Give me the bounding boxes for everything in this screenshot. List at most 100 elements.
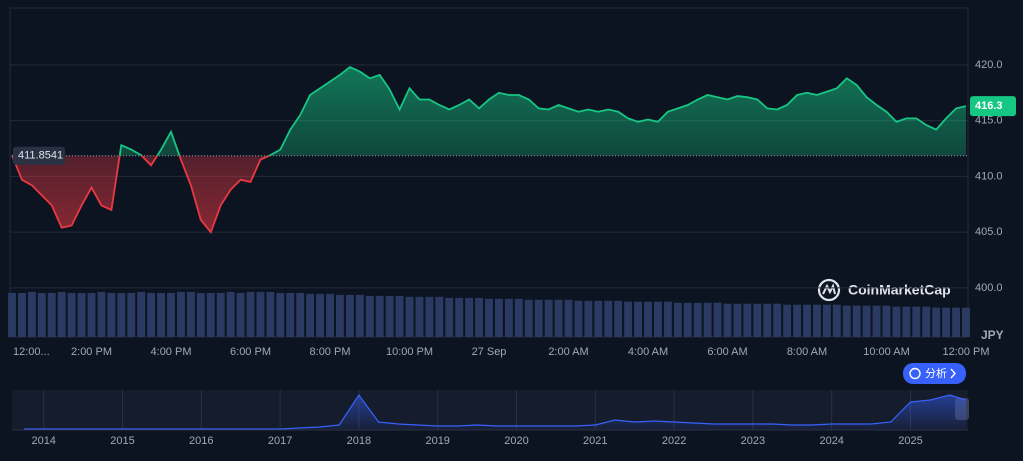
x-tick-label: 4:00 AM (628, 346, 668, 358)
volume-bar (733, 303, 742, 337)
volume-bar (365, 295, 374, 337)
x-tick-label: 12:00 PM (942, 346, 989, 358)
x-tick-label: 6:00 AM (707, 346, 747, 358)
navigator-line (24, 393, 967, 430)
navigator-tick-label: 2019 (425, 435, 449, 447)
volume-bar (932, 307, 941, 337)
volume-bar (852, 305, 861, 337)
volume-bar (236, 292, 245, 337)
volume-bar (822, 304, 831, 337)
volume-bar (654, 301, 662, 337)
volume-bar (803, 304, 811, 337)
volume-bar (504, 298, 513, 337)
volume-bar (584, 300, 593, 337)
price-line-up (11, 66, 967, 156)
volume-bar (872, 305, 881, 337)
volume-bar (385, 295, 394, 337)
x-tick-label: 10:00 PM (386, 346, 433, 358)
volume-bar (703, 302, 712, 337)
volume-bar (286, 292, 295, 337)
x-tick-label: 2:00 PM (71, 346, 112, 358)
price-tag (970, 96, 1016, 117)
navigator-tick-label: 2020 (504, 435, 528, 447)
navigator-background (12, 390, 968, 430)
volume-bar (47, 292, 56, 337)
volume-bar (157, 292, 165, 337)
volume-bar (912, 306, 921, 337)
volume-bar (892, 306, 901, 337)
button-label[interactable]: 分析 (925, 366, 947, 380)
volume-bar (87, 292, 96, 337)
navigator-tick-label: 2015 (110, 435, 134, 447)
baseline-label: 411.8541 (18, 150, 63, 162)
volume-bar (773, 303, 782, 337)
volume-bar (952, 307, 960, 337)
volume-bar (57, 291, 66, 337)
brand-label: CoinMarketCap (848, 282, 951, 298)
volume-bar (395, 295, 404, 337)
volume-bar (18, 292, 26, 337)
navigator-area (24, 395, 966, 430)
x-tick-label: 10:00 AM (863, 346, 909, 358)
volume-bar (832, 304, 841, 337)
volume-bar (902, 306, 911, 337)
volume-bar (186, 291, 195, 337)
volume-bar (296, 292, 305, 337)
y-tick-label: 400.0 (975, 282, 1003, 294)
volume-bar (574, 300, 583, 337)
navigator-tick-label: 2023 (741, 435, 765, 447)
volume-bar (673, 302, 682, 337)
volume-bar (783, 304, 792, 337)
volume-bar (793, 304, 801, 337)
volume-bar (375, 295, 384, 337)
volume-bar (77, 292, 86, 337)
volume-bar (226, 291, 235, 337)
x-tick-label: 8:00 AM (787, 346, 827, 358)
y-tick-label: 410.0 (975, 170, 1003, 182)
volume-bar (495, 298, 503, 337)
volume-bar (514, 298, 523, 337)
analysis-button[interactable]: 分析 (903, 363, 966, 384)
volume-bar (604, 300, 613, 337)
volume-bar (177, 291, 185, 337)
navigator-tick-label: 2025 (898, 435, 922, 447)
volume-bar (743, 303, 752, 337)
volume-bar (624, 301, 633, 337)
volume-bar (475, 297, 483, 337)
volume-bar (683, 302, 692, 337)
y-tick-label: 405.0 (975, 226, 1003, 238)
price-tag-label: 416.3 (975, 100, 1003, 112)
volume-bar (465, 297, 474, 337)
baseline-tag (13, 146, 65, 165)
volume-bar (425, 296, 434, 337)
y-tick-label: 420.0 (975, 59, 1003, 71)
volume-bar (276, 292, 285, 337)
navigator-tick-label: 2021 (583, 435, 607, 447)
currency-label: JPY (981, 328, 1004, 342)
volume-bar (564, 299, 573, 337)
volume-bar (435, 296, 444, 337)
volume-bar (723, 303, 732, 337)
navigator-tick-label: 2018 (347, 435, 371, 447)
y-tick-label: 415.0 (975, 115, 1003, 127)
volume-bar (534, 299, 543, 337)
volume-bar (405, 296, 414, 337)
x-tick-label: 4:00 PM (151, 346, 192, 358)
volume-bar (485, 298, 493, 337)
volume-bar (962, 307, 970, 337)
x-tick-label: 6:00 PM (230, 346, 271, 358)
navigator-tick-label: 2024 (819, 435, 843, 447)
volume-bar (127, 292, 136, 337)
brand: CoinMarketCap (817, 278, 951, 302)
volume-bar (216, 292, 225, 337)
volume-bar (137, 291, 146, 337)
volume-bar (196, 292, 205, 337)
volume-bar (316, 293, 324, 337)
volume-bar (634, 301, 642, 337)
volume-bar (554, 299, 563, 337)
volume-bar (942, 307, 951, 337)
area-down (12, 155, 270, 233)
volume-bar (27, 291, 36, 337)
volume-bar (355, 294, 364, 337)
navigator-tick-label: 2016 (189, 435, 213, 447)
